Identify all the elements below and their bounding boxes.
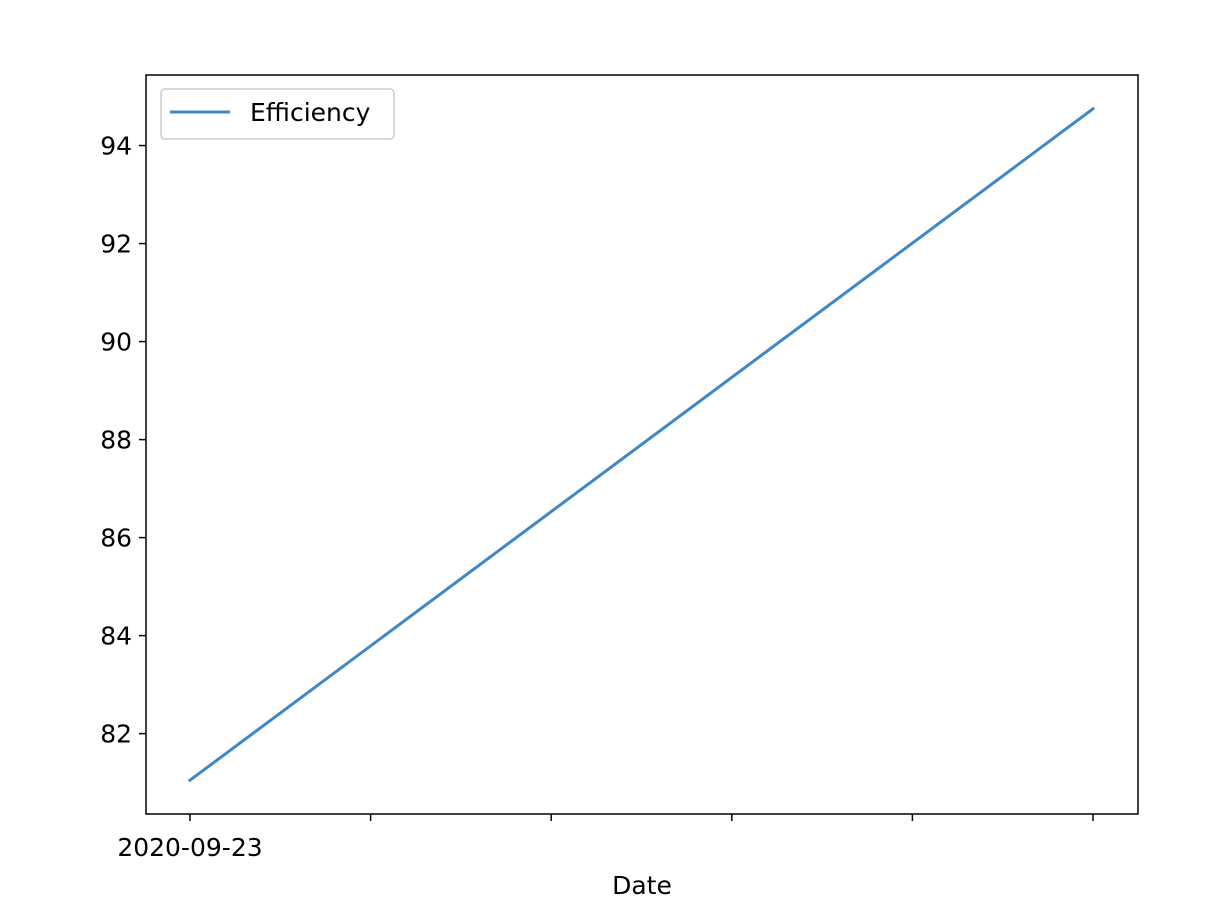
y-tick-label: 90	[100, 328, 132, 357]
legend: Efficiency	[160, 88, 395, 140]
x-tick-label: 2020-09-23	[117, 833, 262, 862]
series-line-efficiency	[187, 106, 1096, 783]
legend-label-efficiency: Efficiency	[250, 98, 371, 127]
y-tick-label: 92	[100, 230, 132, 259]
y-tick-label: 88	[100, 426, 132, 455]
x-axis-label: Date	[612, 871, 672, 900]
y-tick-label: 82	[100, 720, 132, 749]
y-tick-label: 86	[100, 524, 132, 553]
y-tick-label: 84	[100, 622, 132, 651]
axes-frame	[145, 74, 1139, 815]
plot-area: 82 84 86 88 90 92 94 2020-09-23	[100, 74, 1139, 862]
y-tick-label: 94	[100, 132, 132, 161]
legend-box	[160, 88, 395, 140]
